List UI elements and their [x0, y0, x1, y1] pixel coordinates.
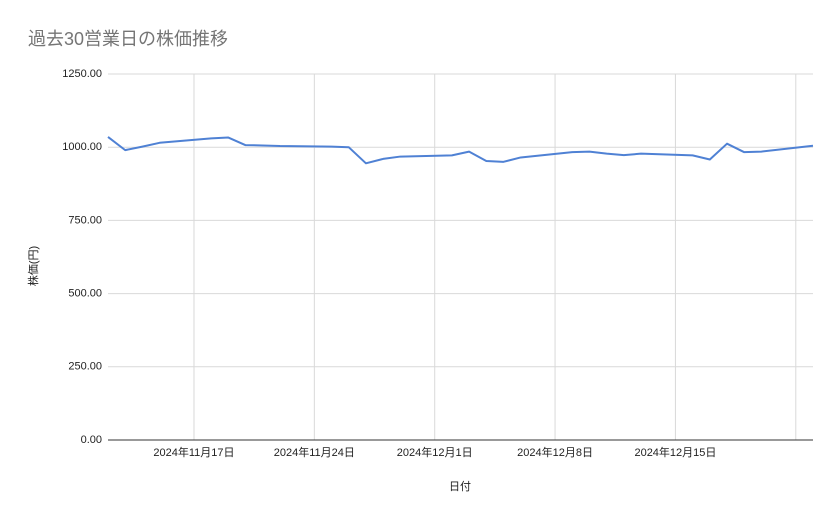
x-tick-label: 2024年12月8日 [517, 445, 593, 459]
y-tick-label: 500.00 [68, 288, 102, 300]
y-tick-label: 250.00 [68, 361, 102, 373]
y-tick-label: 1000.00 [62, 141, 102, 153]
y-tick-label: 0.00 [81, 434, 102, 446]
x-tick-label: 2024年12月15日 [634, 445, 716, 459]
chart-title: 過去30営業日の株価推移 [28, 29, 228, 49]
x-tick-label: 2024年11月17日 [153, 445, 234, 459]
x-tick-label: 2024年11月24日 [274, 445, 355, 459]
y-axis-label: 株価(円) [26, 246, 40, 286]
x-axis-label: 日付 [449, 480, 471, 493]
y-tick-label: 1250.00 [62, 68, 102, 80]
line-series [107, 136, 814, 165]
y-tick-label: 750.00 [68, 214, 102, 226]
x-tick-label: 2024年12月1日 [397, 445, 473, 459]
